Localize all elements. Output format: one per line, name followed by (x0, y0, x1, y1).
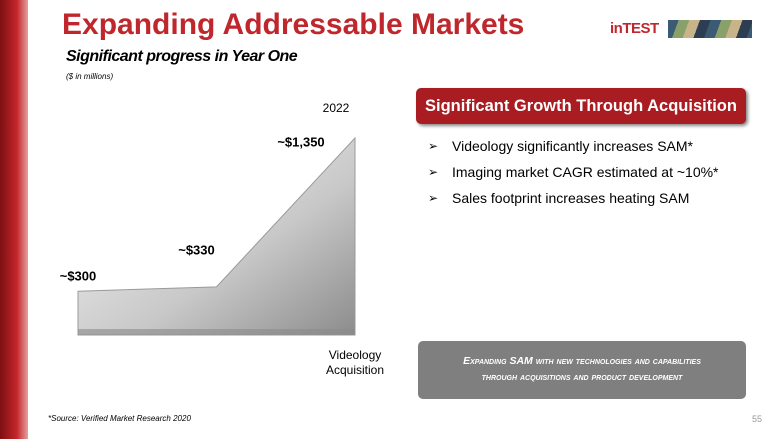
chart-annotation: 2022 (323, 101, 350, 115)
callout: Expanding SAM with new technologies and … (418, 341, 746, 399)
logo-images (668, 20, 752, 38)
bullet: Sales footprint increases heating SAM (428, 190, 719, 206)
x-tick-label: Videology Acquisition (326, 348, 384, 377)
panel-heading: Significant Growth Through Acquisition (416, 88, 746, 124)
subtitle: Significant progress in Year One (66, 48, 298, 65)
page-number: 55 (752, 414, 763, 424)
bullet: Videology significantly increases SAM* (428, 138, 719, 154)
source-note: *Source: Verified Market Research 2020 (48, 414, 191, 423)
logo: inTEST (610, 20, 659, 37)
side-strip (0, 0, 28, 439)
units-note: ($ in millions) (66, 72, 114, 81)
chart: 2022 ~$300 ~$330 ~$1,350 Videology Acquisiti… (60, 101, 384, 377)
area-base (78, 329, 355, 335)
area (77, 136, 356, 336)
bullet-list: Videology significantly increases SAM* Im… (428, 138, 719, 216)
bullet: Imaging market CAGR estimated at ~10%* (428, 164, 719, 180)
data-label: ~$1,350 (277, 134, 324, 149)
data-label: ~$330 (178, 242, 215, 257)
title: Expanding Addressable Markets (62, 8, 525, 41)
data-label: ~$300 (60, 269, 97, 284)
